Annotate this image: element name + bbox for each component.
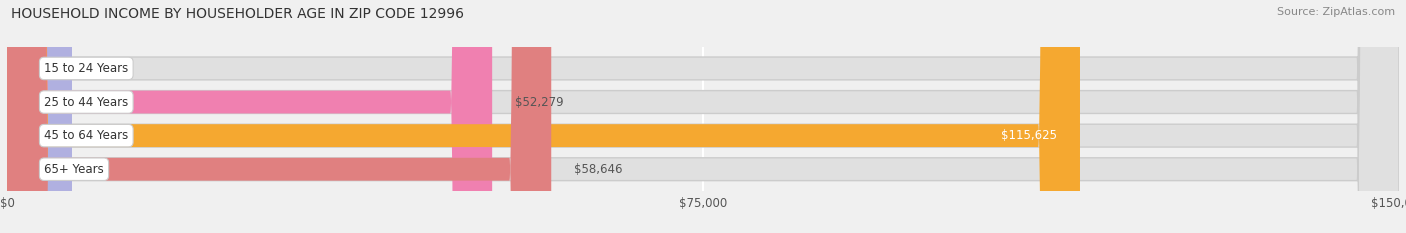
FancyBboxPatch shape <box>7 0 72 233</box>
Text: Source: ZipAtlas.com: Source: ZipAtlas.com <box>1277 7 1395 17</box>
FancyBboxPatch shape <box>7 0 492 233</box>
Text: $58,646: $58,646 <box>575 163 623 176</box>
FancyBboxPatch shape <box>7 0 1399 233</box>
FancyBboxPatch shape <box>7 0 1399 233</box>
Text: 15 to 24 Years: 15 to 24 Years <box>44 62 128 75</box>
FancyBboxPatch shape <box>7 0 1399 233</box>
FancyBboxPatch shape <box>7 0 1080 233</box>
Text: $52,279: $52,279 <box>516 96 564 109</box>
Text: $115,625: $115,625 <box>1001 129 1057 142</box>
Text: 45 to 64 Years: 45 to 64 Years <box>44 129 128 142</box>
Text: HOUSEHOLD INCOME BY HOUSEHOLDER AGE IN ZIP CODE 12996: HOUSEHOLD INCOME BY HOUSEHOLDER AGE IN Z… <box>11 7 464 21</box>
FancyBboxPatch shape <box>7 0 1399 233</box>
Text: 65+ Years: 65+ Years <box>44 163 104 176</box>
Text: 25 to 44 Years: 25 to 44 Years <box>44 96 128 109</box>
Text: $0: $0 <box>96 62 110 75</box>
FancyBboxPatch shape <box>7 0 551 233</box>
